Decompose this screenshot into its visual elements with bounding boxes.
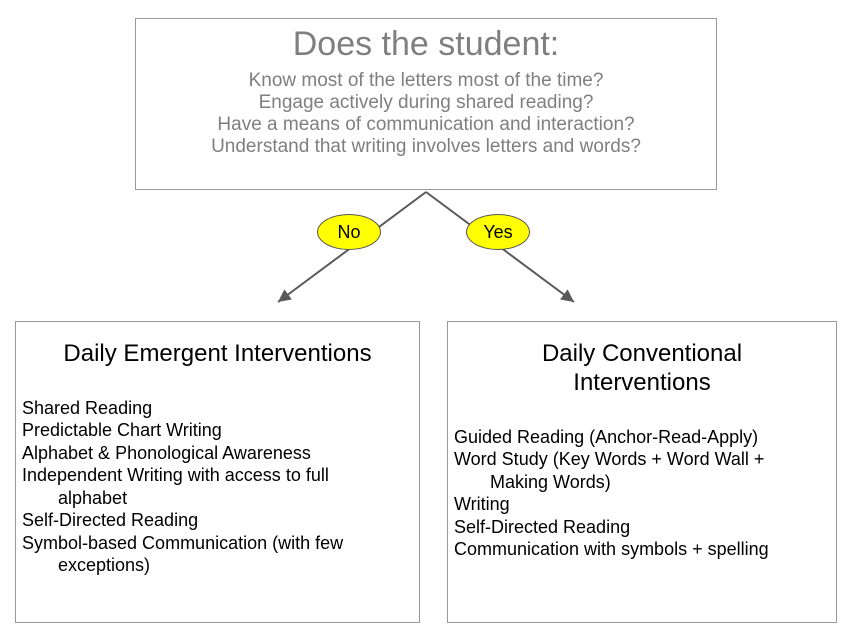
list-item: Self-Directed Reading <box>454 516 830 539</box>
list-item: alphabet <box>22 487 413 510</box>
list-item: Making Words) <box>454 471 830 494</box>
conventional-title: Daily Conventional Interventions <box>454 322 830 426</box>
list-item: Guided Reading (Anchor-Read-Apply) <box>454 426 830 449</box>
emergent-list: Shared ReadingPredictable Chart WritingA… <box>22 397 413 577</box>
list-item: Shared Reading <box>22 397 413 420</box>
list-item: Alphabet & Phonological Awareness <box>22 442 413 465</box>
conventional-box: Daily Conventional Interventions Guided … <box>447 321 837 623</box>
emergent-title: Daily Emergent Interventions <box>22 322 413 397</box>
list-item: Word Study (Key Words + Word Wall + <box>454 448 830 471</box>
list-item: Writing <box>454 493 830 516</box>
conventional-list: Guided Reading (Anchor-Read-Apply)Word S… <box>454 426 830 561</box>
list-item: Independent Writing with access to full <box>22 464 413 487</box>
list-item: Predictable Chart Writing <box>22 419 413 442</box>
no-label: No <box>317 214 381 250</box>
list-item: Communication with symbols + spelling <box>454 538 830 561</box>
yes-label-text: Yes <box>483 222 512 243</box>
list-item: exceptions) <box>22 554 413 577</box>
no-label-text: No <box>337 222 360 243</box>
yes-label: Yes <box>466 214 530 250</box>
list-item: Symbol-based Communication (with few <box>22 532 413 555</box>
list-item: Self-Directed Reading <box>22 509 413 532</box>
emergent-box: Daily Emergent Interventions Shared Read… <box>15 321 420 623</box>
